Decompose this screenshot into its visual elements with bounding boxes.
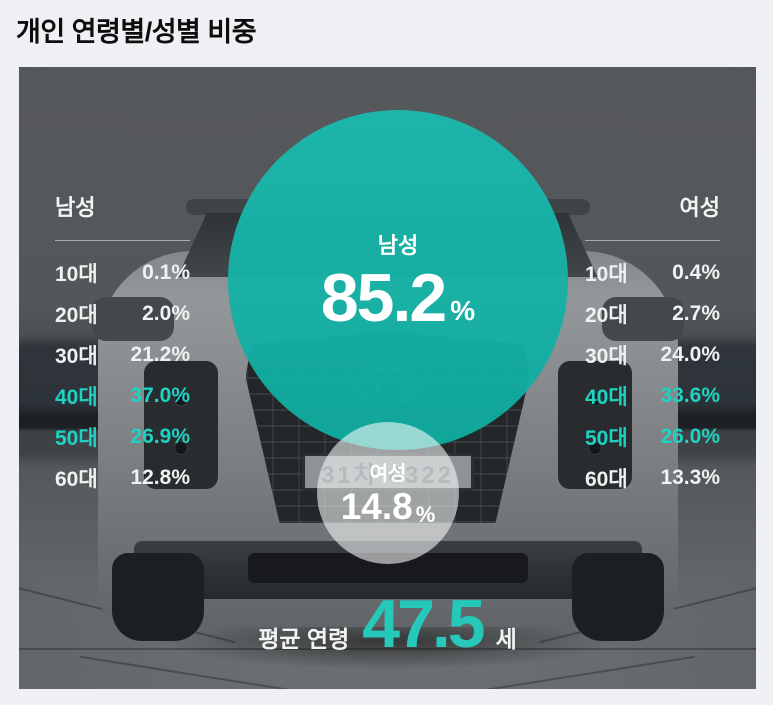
male-share-unit: % <box>450 295 476 326</box>
male-table-header: 남성 <box>55 195 96 220</box>
table-row: 30대 24.0% <box>585 334 720 375</box>
car-wheel-right <box>571 553 664 641</box>
table-row: 20대 2.0% <box>55 293 190 334</box>
female-share-unit: % <box>415 501 436 527</box>
table-row: 60대 13.3% <box>585 457 720 498</box>
age-value: 26.9% <box>130 424 190 448</box>
average-age-label: 평균 연령 <box>258 626 350 652</box>
age-gender-infographic: 31차 4322 남성 10대 0.1% 20대 2.0% 30대 21.2% … <box>19 67 756 689</box>
male-table-rows: 10대 0.1% 20대 2.0% 30대 21.2% 40대 37.0% 50… <box>55 252 190 498</box>
male-share-circle: 남성 85.2 % <box>228 110 568 450</box>
male-share-value-row: 85.2 % <box>321 264 475 332</box>
age-value: 0.1% <box>142 260 190 284</box>
table-row: 60대 12.8% <box>55 457 190 498</box>
table-row-highlighted: 50대 26.0% <box>585 416 720 457</box>
age-label: 60대 <box>55 467 98 491</box>
age-value: 0.4% <box>672 260 720 284</box>
age-value: 26.0% <box>660 424 720 448</box>
female-share-value: 14.8 <box>340 486 413 528</box>
table-row-highlighted: 40대 33.6% <box>585 375 720 416</box>
average-age: 평균 연령 47.5 세 <box>19 585 756 663</box>
age-label: 10대 <box>585 262 628 286</box>
age-label: 30대 <box>55 344 98 368</box>
age-value: 33.6% <box>660 383 720 407</box>
age-label: 50대 <box>585 426 628 450</box>
table-row: 30대 21.2% <box>55 334 190 375</box>
car-headlight-right <box>557 361 632 489</box>
male-age-table: 남성 10대 0.1% 20대 2.0% 30대 21.2% 40대 37.0%… <box>55 195 190 498</box>
female-table-header: 여성 <box>679 195 720 220</box>
car-mirror-left <box>91 297 174 341</box>
age-value: 24.0% <box>660 342 720 366</box>
female-age-table: 여성 10대 0.4% 20대 2.7% 30대 24.0% 40대 33.6%… <box>585 195 720 498</box>
table-row: 10대 0.1% <box>55 252 190 293</box>
age-label: 50대 <box>55 426 98 450</box>
car-wheel-left <box>111 553 204 641</box>
average-age-value: 47.5 <box>362 586 485 662</box>
male-share-label: 남성 <box>377 233 419 258</box>
page-title: 개인 연령별/성별 비중 <box>16 17 257 47</box>
car-mirror-right <box>601 297 684 341</box>
female-table-rows: 10대 0.4% 20대 2.7% 30대 24.0% 40대 33.6% 50… <box>585 252 720 498</box>
age-value: 2.7% <box>672 301 720 325</box>
table-row: 10대 0.4% <box>585 252 720 293</box>
table-row-highlighted: 50대 26.9% <box>55 416 190 457</box>
age-label: 60대 <box>585 467 628 491</box>
female-share-circle: 여성 14.8 % <box>317 422 459 564</box>
male-share-value: 85.2 <box>320 260 447 336</box>
age-label: 40대 <box>585 385 628 409</box>
car-headlight-left <box>143 361 218 489</box>
average-age-unit: 세 <box>495 626 517 652</box>
age-value: 37.0% <box>130 383 190 407</box>
age-label: 30대 <box>585 344 628 368</box>
age-value: 21.2% <box>130 342 190 366</box>
age-value: 2.0% <box>142 301 190 325</box>
age-label: 20대 <box>585 303 628 327</box>
age-label: 40대 <box>55 385 98 409</box>
age-label: 10대 <box>55 262 98 286</box>
age-value: 13.3% <box>660 465 720 489</box>
divider <box>55 240 190 241</box>
divider <box>585 240 720 241</box>
age-value: 12.8% <box>130 465 190 489</box>
female-share-label: 여성 <box>369 463 407 486</box>
table-row-highlighted: 40대 37.0% <box>55 375 190 416</box>
female-share-value-row: 14.8 % <box>341 486 436 529</box>
age-label: 20대 <box>55 303 98 327</box>
table-row: 20대 2.7% <box>585 293 720 334</box>
